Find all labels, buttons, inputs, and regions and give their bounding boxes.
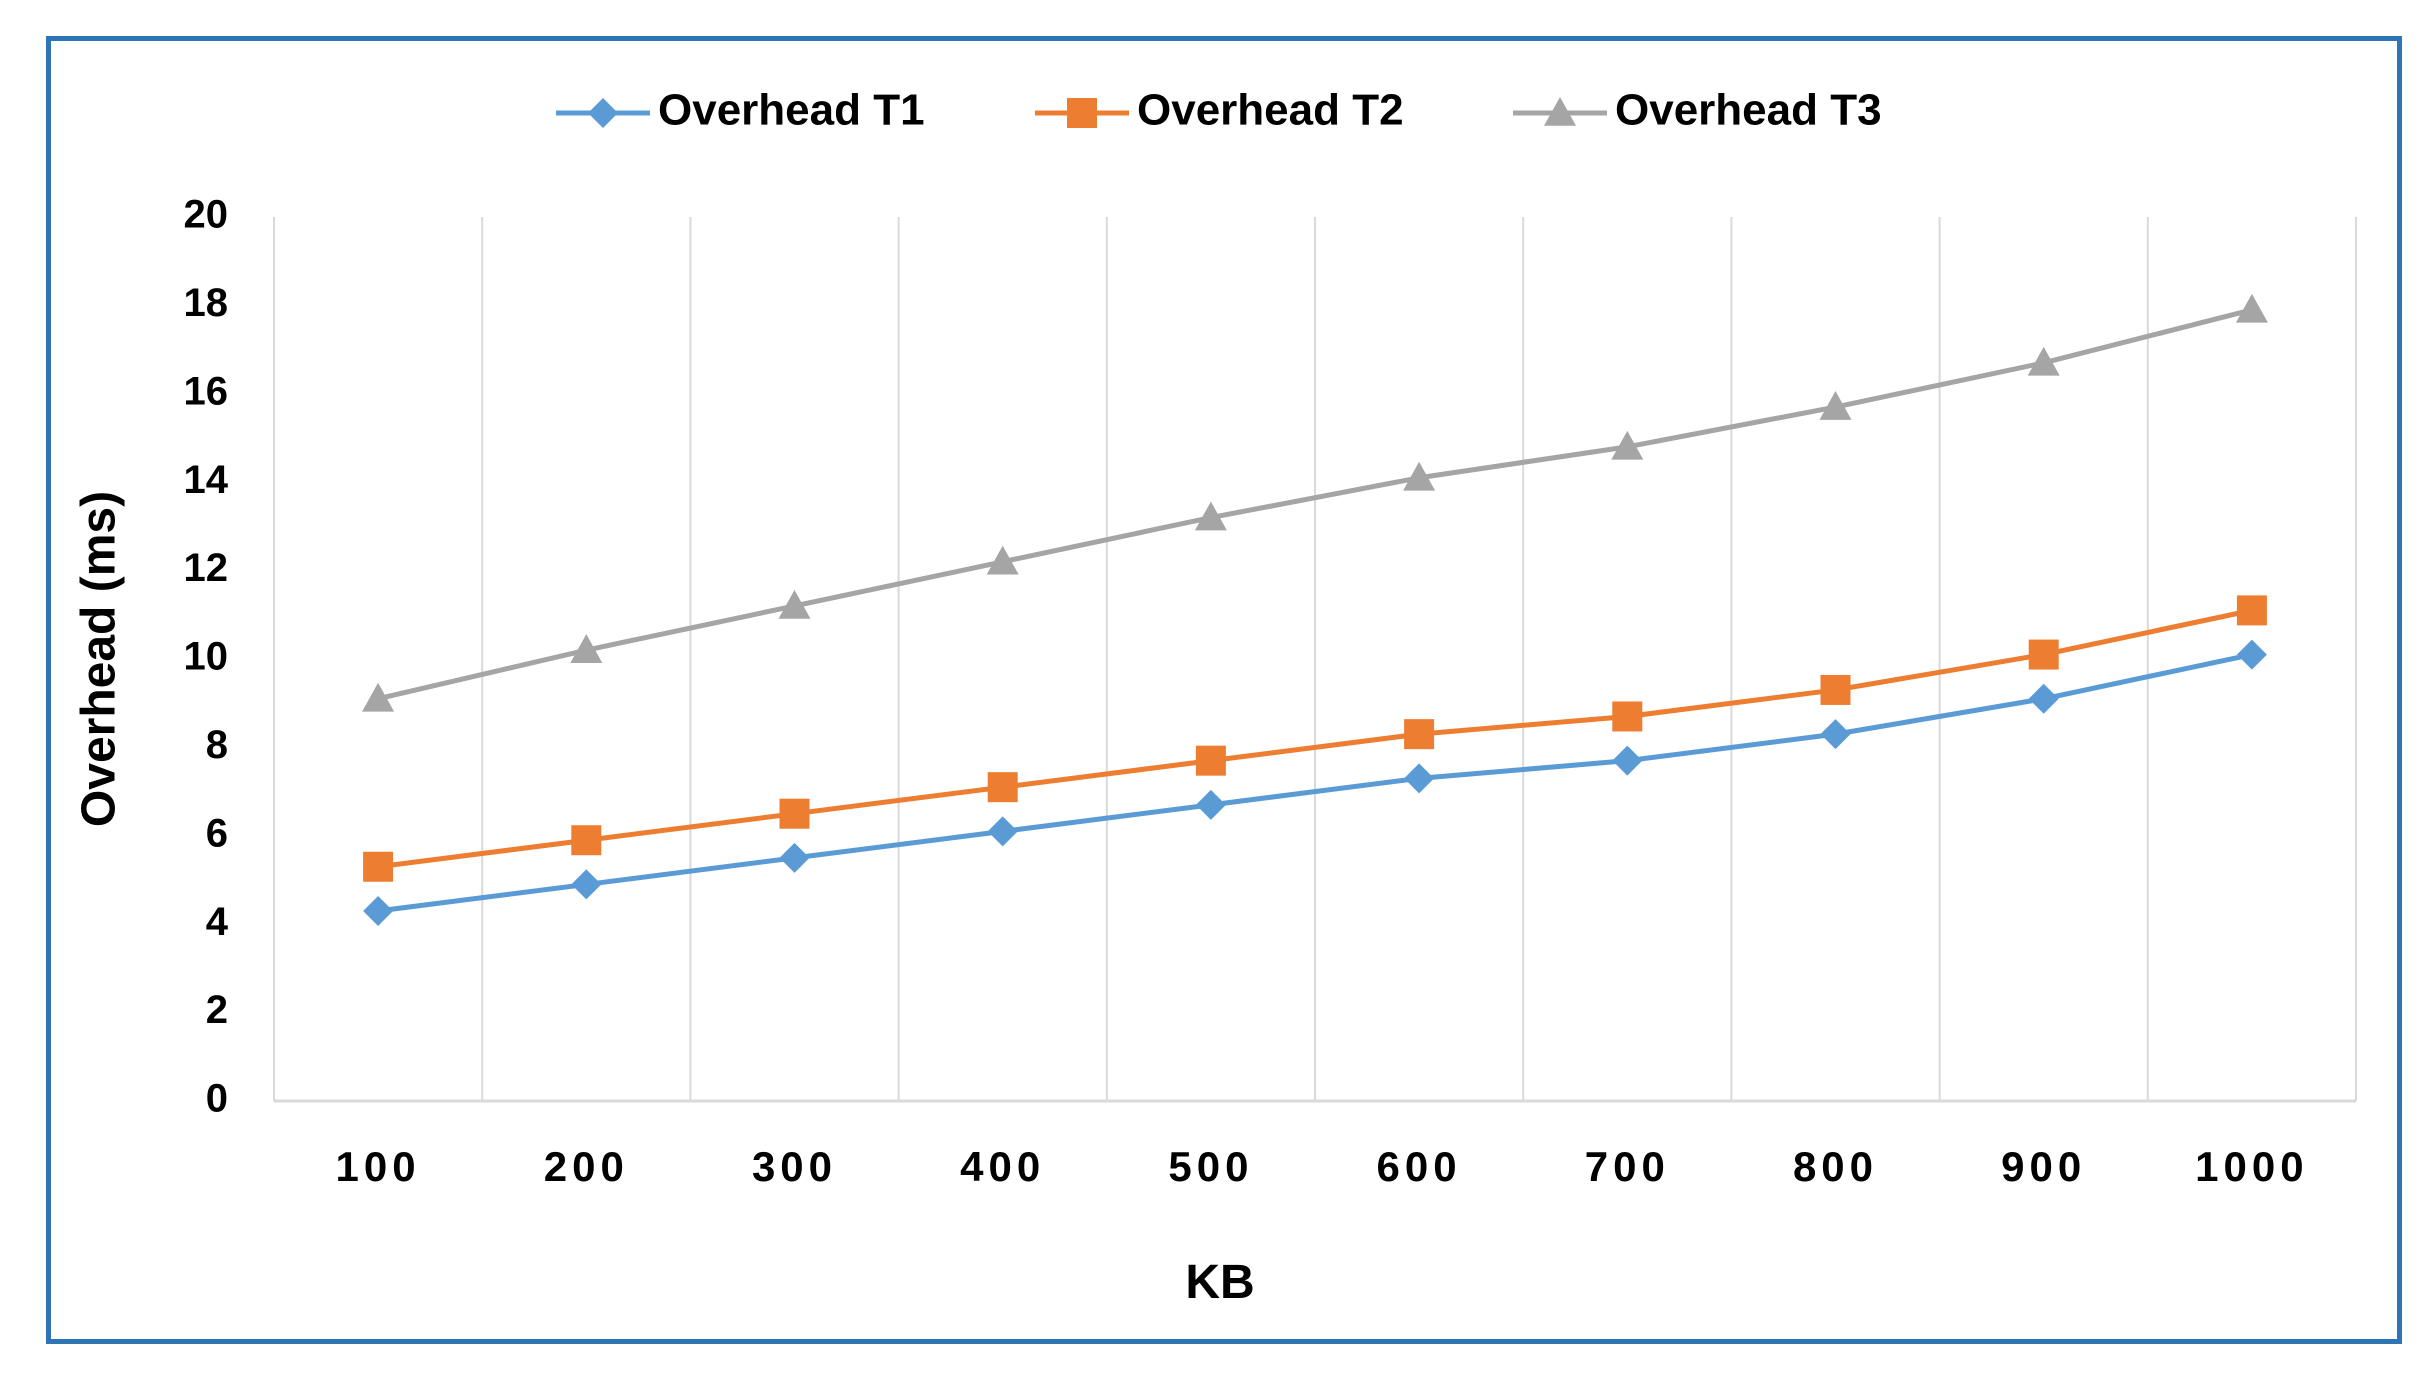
legend-marker xyxy=(1544,97,1576,126)
series-layer xyxy=(362,293,2268,926)
gridlines xyxy=(273,217,2357,1101)
data-point xyxy=(363,851,394,882)
data-point xyxy=(2028,639,2059,670)
x-tick-label: 1000 xyxy=(2195,1143,2308,1190)
legend-item: Overhead T2 xyxy=(1035,86,1404,135)
y-tick-label: 20 xyxy=(184,193,229,237)
legend-label: Overhead T3 xyxy=(1615,86,1882,135)
data-point xyxy=(571,869,602,900)
legend-item: Overhead T3 xyxy=(1513,86,1882,135)
y-tick-label: 12 xyxy=(184,546,229,590)
x-axis-tick-labels: 100 200 300 400 500 600 700 800 900 1000 xyxy=(336,1143,2308,1190)
y-tick-label: 8 xyxy=(206,723,228,767)
series-2 xyxy=(363,595,2267,882)
y-axis-tick-labels: 0 2 4 6 8 10 12 14 16 18 20 xyxy=(184,193,229,1121)
data-point xyxy=(1404,719,1435,750)
legend-marker xyxy=(588,98,618,128)
legend-label: Overhead T1 xyxy=(658,86,925,135)
y-tick-label: 0 xyxy=(206,1077,228,1121)
data-point xyxy=(1195,745,1226,776)
data-point xyxy=(779,798,810,829)
data-point xyxy=(571,825,602,856)
x-tick-label: 900 xyxy=(2001,1143,2086,1190)
x-tick-label: 700 xyxy=(1585,1143,1670,1190)
legend-item: Overhead T1 xyxy=(556,86,925,135)
data-point xyxy=(362,682,395,712)
y-tick-label: 18 xyxy=(184,281,229,325)
y-tick-label: 4 xyxy=(206,900,229,944)
data-point xyxy=(2027,346,2060,376)
x-tick-label: 600 xyxy=(1377,1143,1462,1190)
y-tick-label: 16 xyxy=(184,369,229,413)
data-point xyxy=(986,545,1019,575)
series-line xyxy=(377,307,2253,702)
data-point xyxy=(779,842,810,873)
data-point xyxy=(2235,293,2268,323)
data-point xyxy=(363,895,394,926)
data-point xyxy=(1611,430,1644,460)
data-point xyxy=(1612,745,1643,776)
data-point xyxy=(570,634,603,663)
legend: Overhead T1 Overhead T2 Overhead T3 xyxy=(556,86,1882,135)
x-axis-title: KB xyxy=(1185,1256,1254,1309)
data-point xyxy=(1819,391,1852,420)
series-line xyxy=(377,607,2253,870)
y-tick-label: 14 xyxy=(184,458,229,502)
legend-label: Overhead T2 xyxy=(1137,86,1404,135)
y-tick-label: 10 xyxy=(184,635,229,679)
data-point xyxy=(2236,595,2267,626)
data-point xyxy=(1194,501,1227,531)
data-point xyxy=(778,589,811,619)
series-1 xyxy=(363,639,2267,926)
y-tick-label: 2 xyxy=(206,988,228,1032)
data-point xyxy=(1820,674,1851,705)
legend-marker xyxy=(1067,98,1097,128)
data-point xyxy=(1403,461,1436,491)
x-tick-label: 500 xyxy=(1168,1143,1253,1190)
x-tick-label: 300 xyxy=(752,1143,837,1190)
chart-frame xyxy=(46,36,2402,1344)
x-tick-label: 800 xyxy=(1793,1143,1878,1190)
x-tick-label: 200 xyxy=(544,1143,629,1190)
data-point xyxy=(1404,763,1435,794)
x-tick-label: 400 xyxy=(960,1143,1045,1190)
y-axis-title: Overhead (ms) xyxy=(73,491,126,827)
x-tick-label: 100 xyxy=(336,1143,421,1190)
data-point xyxy=(1195,789,1226,820)
data-point xyxy=(987,816,1018,847)
data-point xyxy=(1820,719,1851,750)
data-point xyxy=(1612,701,1643,732)
data-point xyxy=(2236,639,2267,670)
data-point xyxy=(2028,683,2059,714)
series-3 xyxy=(362,293,2268,712)
series-line xyxy=(377,652,2253,914)
data-point xyxy=(987,772,1018,803)
y-tick-label: 6 xyxy=(206,811,228,855)
